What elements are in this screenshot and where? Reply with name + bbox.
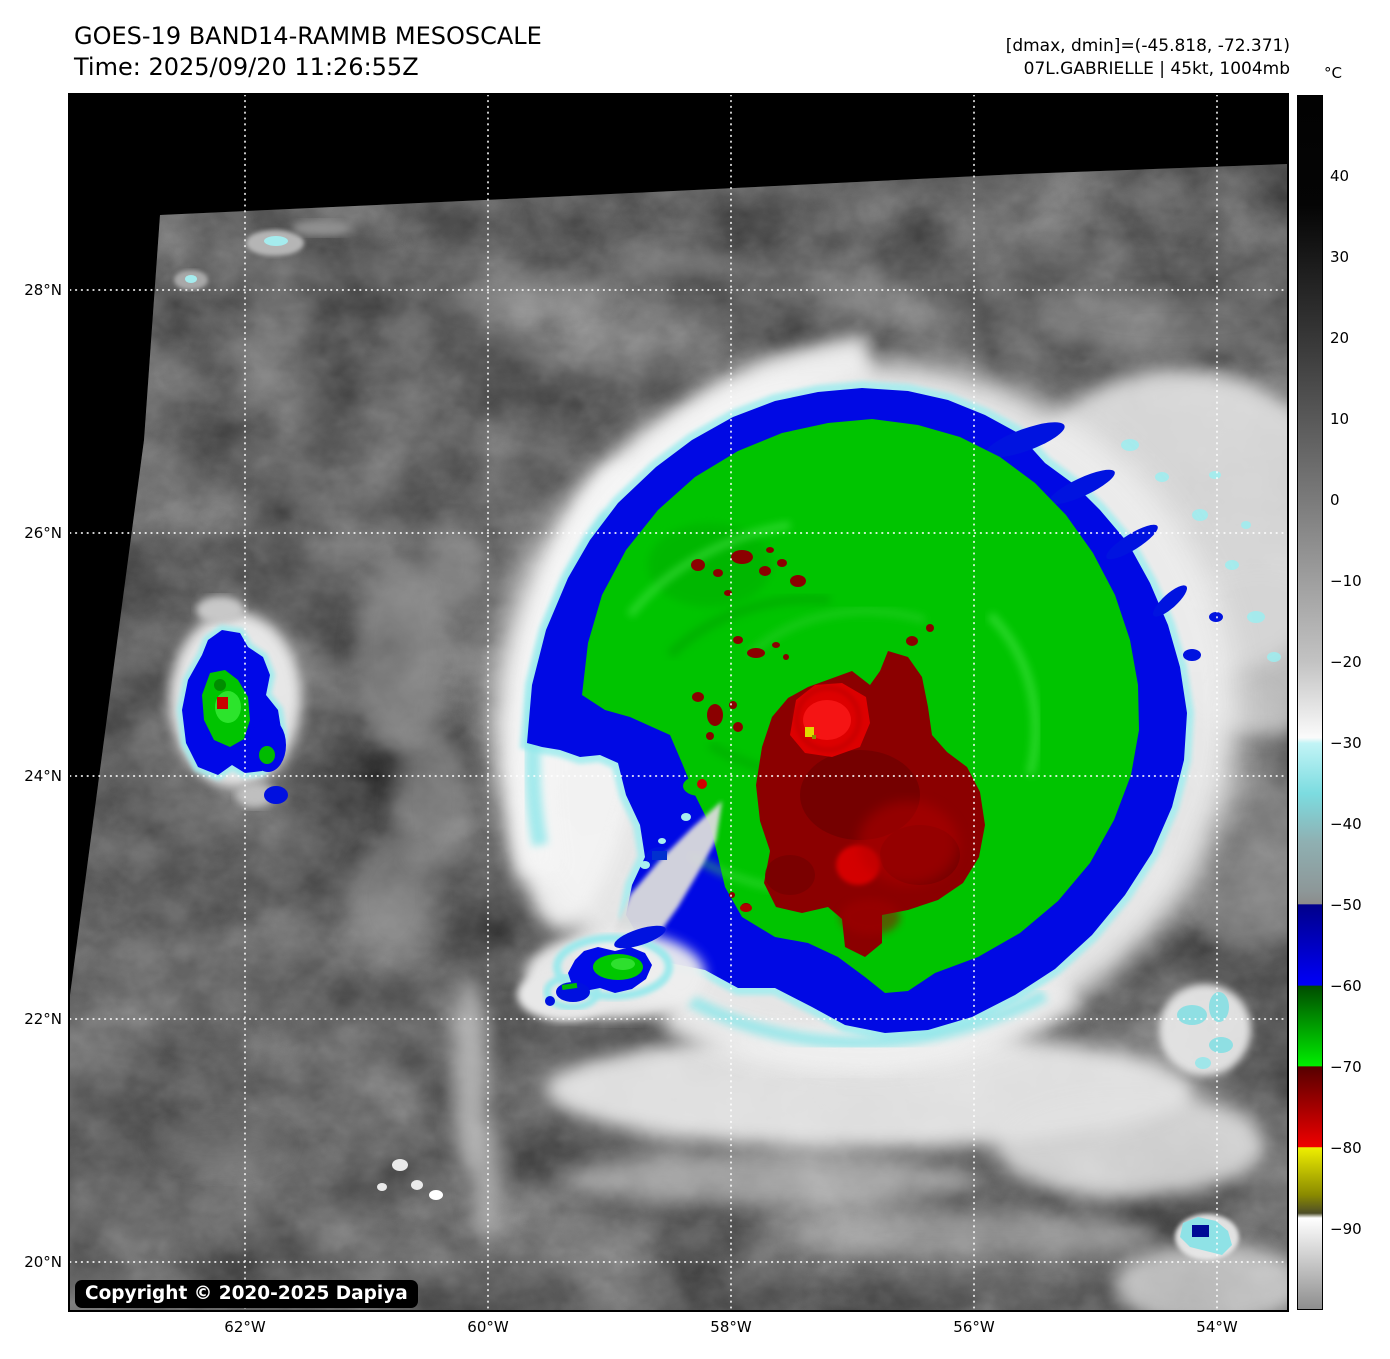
temperature-colorbar (1297, 95, 1323, 1310)
lon-label-58w: 58°W (710, 1318, 752, 1336)
bottomright-tiny-storm (1175, 1214, 1239, 1260)
cbar-tick-m30: −30 (1330, 734, 1362, 752)
hurricane-cold-core (683, 547, 985, 957)
cbar-tick-m70: −70 (1330, 1058, 1362, 1076)
page-title: GOES-19 BAND14-RAMMB MESOSCALE (74, 22, 542, 50)
lon-label-54w: 54°W (1196, 1318, 1238, 1336)
cbar-tick-0: 0 (1330, 491, 1340, 509)
tiny-storm-navy-core (1192, 1225, 1209, 1237)
storm-info-annotation: 07L.GABRIELLE | 45kt, 1004mb (1023, 59, 1290, 79)
cbar-tick-m20: −20 (1330, 653, 1362, 671)
lat-label-24n: 24°N (24, 767, 62, 785)
data-region (70, 164, 1287, 1310)
lat-label-28n: 28°N (24, 281, 62, 299)
colorbar-unit-label: °C (1324, 64, 1342, 82)
cbar-tick-m60: −60 (1330, 977, 1362, 995)
satellite-imagery (70, 95, 1287, 1310)
western-small-storm (169, 596, 301, 808)
cbar-tick-30: 30 (1330, 248, 1350, 266)
cbar-tick-m10: −10 (1330, 572, 1362, 590)
dmax-dmin-annotation: [dmax, dmin]=(-45.818, -72.371) (1005, 36, 1290, 56)
white-cloud-specks (377, 1159, 443, 1200)
southern-small-storm (517, 925, 705, 1021)
gridlines (70, 95, 1287, 1310)
copyright-badge: Copyright © 2020-2025 Dapiya (75, 1280, 418, 1308)
cbar-tick-20: 20 (1330, 329, 1350, 347)
yellow-coldest-pixel (805, 727, 814, 737)
cbar-tick-40: 40 (1330, 167, 1350, 185)
cbar-tick-m40: −40 (1330, 815, 1362, 833)
cbar-tick-m80: −80 (1330, 1139, 1362, 1157)
topleft-small-clouds (174, 220, 352, 290)
cbar-tick-10: 10 (1330, 410, 1350, 428)
cbar-tick-m90: −90 (1330, 1220, 1362, 1238)
lat-label-26n: 26°N (24, 524, 62, 542)
lon-label-60w: 60°W (467, 1318, 509, 1336)
southwest-dry-wedge (610, 801, 722, 953)
satellite-map-canvas (68, 93, 1289, 1312)
lon-label-56w: 56°W (953, 1318, 995, 1336)
cbar-tick-m50: −50 (1330, 896, 1362, 914)
lon-label-62w: 62°W (224, 1318, 266, 1336)
lat-label-22n: 22°N (24, 1010, 62, 1028)
southeast-cloud-cluster (1159, 984, 1251, 1076)
gray-cloud-field (150, 251, 1287, 1171)
lat-label-20n: 20°N (24, 1253, 62, 1271)
timestamp-label: Time: 2025/09/20 11:26:55Z (74, 53, 419, 81)
western-storm-red-core (217, 697, 228, 709)
